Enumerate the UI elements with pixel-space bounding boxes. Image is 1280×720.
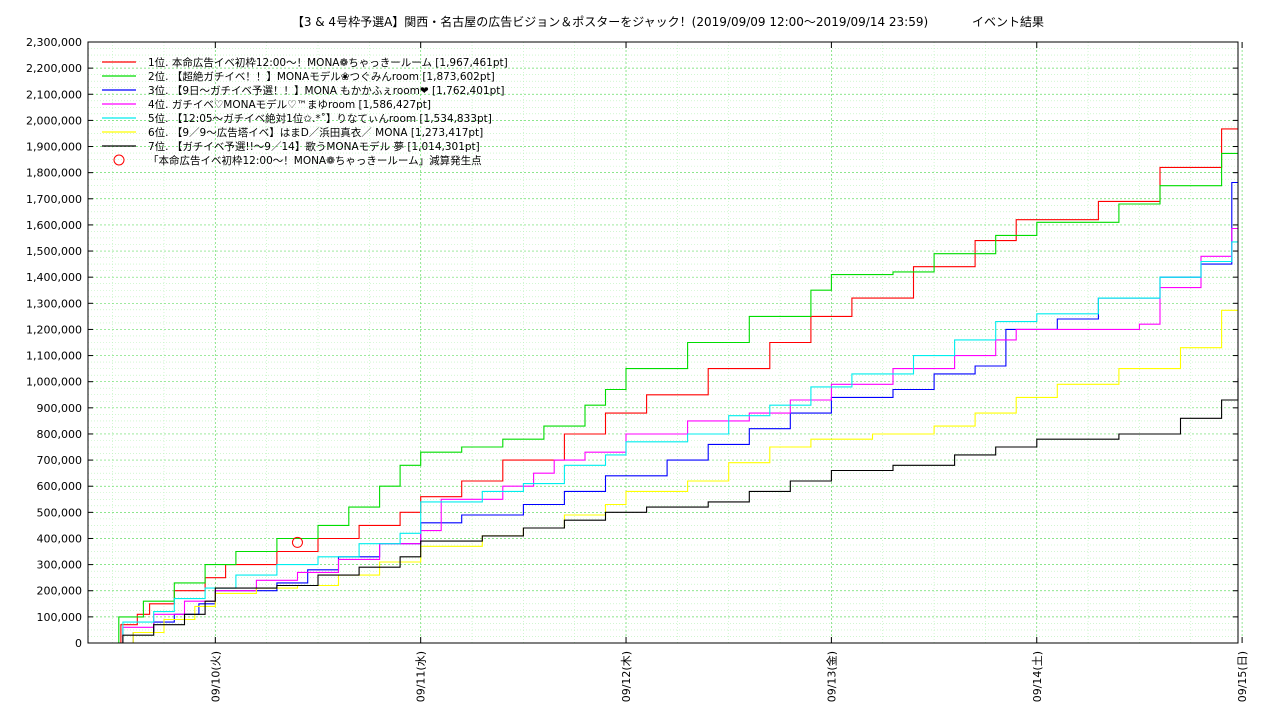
- grid: [88, 41, 1243, 644]
- series-line: [112, 378, 1239, 644]
- legend-label: 3位. 【9日〜ガチイベ予選！！】MONA もかかふぇroom❤ [1,762,…: [148, 84, 504, 97]
- legend-label: 2位. 【超絶ガチイベ！！】MONAモデル❀つぐみんroom [1,873,60…: [148, 70, 495, 83]
- x-tick-label: 09/10(火): [209, 651, 222, 702]
- x-tick-label: 09/13(金): [824, 651, 838, 702]
- series-line: [112, 241, 1238, 644]
- y-tick-label: 600,000: [37, 480, 83, 493]
- reduction-marker: [291, 536, 303, 548]
- x-tick-label: 09/11(水): [415, 651, 428, 702]
- y-tick-label: 0: [75, 637, 82, 650]
- series-line: [112, 152, 1238, 644]
- axes: 0 100,000 200,000 300,000 400,000 500,000 600,…: [26, 36, 1249, 702]
- y-tick-label: 1,400,000: [26, 271, 82, 284]
- y-tick-label: 300,000: [37, 559, 83, 572]
- legend-label: 6位. 【9／9〜広告塔イベ】はまD／浜田真衣／ MONA [1,273,417…: [148, 126, 483, 139]
- series-line: [112, 128, 1238, 644]
- x-tick-label: 09/12(木): [620, 651, 633, 702]
- legend-label: 7位. 【ガチイベ予選!!〜9／14】歌うMONAモデル 夢 [1,014,30…: [148, 140, 480, 153]
- y-tick-label: 500,000: [37, 506, 83, 519]
- legend-marker: [113, 154, 125, 166]
- y-tick-label: 900,000: [37, 402, 83, 415]
- y-tick-label: 2,200,000: [26, 62, 82, 75]
- y-tick-label: 100,000: [37, 611, 83, 624]
- legend-label: 「本命広告イベ初枠12:00〜！MONA❁ちゃっきールーム」減算発生点: [148, 154, 482, 167]
- y-tick-label: 1,500,000: [26, 245, 82, 258]
- series-lines: [112, 128, 1239, 644]
- y-tick-label: 1,200,000: [26, 323, 82, 336]
- y-tick-label: 1,600,000: [26, 219, 82, 232]
- y-tick-label: 1,000,000: [26, 376, 82, 389]
- chart-subtitle: イベント結果: [972, 15, 1044, 29]
- legend-label: 5位. 【12:05〜ガチイベ絶対1位✩.*˚】りなてぃんroom [1,534…: [148, 112, 492, 125]
- y-tick-label: 2,100,000: [26, 88, 82, 101]
- plot-frame: [87, 41, 1239, 644]
- y-tick-label: 1,300,000: [26, 297, 82, 310]
- y-tick-label: 1,700,000: [26, 193, 82, 206]
- y-tick-label: 2,000,000: [26, 114, 82, 127]
- y-tick-label: 1,800,000: [26, 167, 82, 180]
- y-tick-label: 1,100,000: [26, 350, 82, 363]
- x-tick-label: 09/14(土): [1031, 651, 1044, 702]
- annotations: [291, 536, 303, 548]
- series-line: [112, 309, 1238, 644]
- legend: 1位. 本命広告イベ初枠12:00〜！MONA❁ちゃっきールーム [1,967,…: [102, 56, 508, 167]
- legend-label: 4位. ガチイベ♡MONAモデル♡™まゆroom [1,586,427pt]: [148, 98, 431, 111]
- y-tick-label: 700,000: [37, 454, 83, 467]
- y-tick-label: 800,000: [37, 428, 83, 441]
- legend-label: 1位. 本命広告イベ初枠12:00〜！MONA❁ちゃっきールーム [1,967,…: [148, 56, 508, 69]
- y-tick-label: 1,900,000: [26, 141, 82, 154]
- chart-title: 【3 & 4号枠予選A】関西・名古屋の広告ビジョン＆ポスターをジャック！(201…: [292, 14, 928, 29]
- x-tick-label: 09/15(日): [1236, 651, 1249, 702]
- y-tick-label: 200,000: [37, 585, 83, 598]
- y-tick-label: 2,300,000: [26, 36, 82, 49]
- y-tick-label: 400,000: [37, 532, 83, 545]
